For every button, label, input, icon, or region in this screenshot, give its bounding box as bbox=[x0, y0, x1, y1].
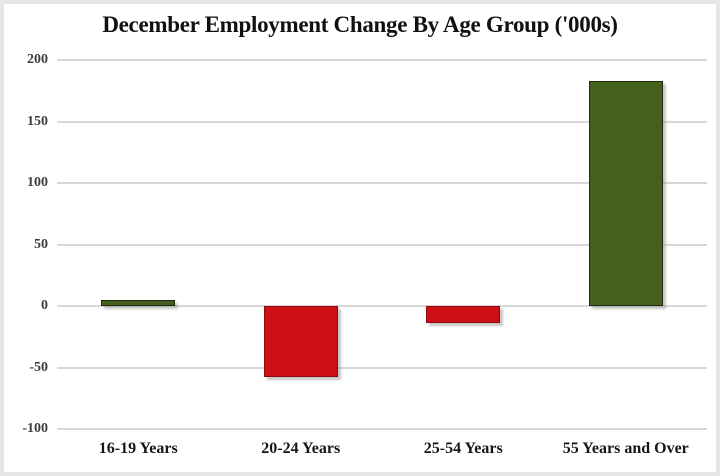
y-tick-label-200: 200 bbox=[27, 52, 48, 67]
bar-25-54-years bbox=[426, 306, 501, 324]
y-tick-label--50: -50 bbox=[29, 359, 48, 375]
gridline--50 bbox=[57, 366, 707, 369]
x-axis-label-55-years-and-over: 55 Years and Over bbox=[562, 440, 689, 457]
gridline-150 bbox=[57, 120, 707, 123]
x-axis-label-16-19-years: 16-19 Years bbox=[98, 440, 178, 457]
chart-title: December Employment Change By Age Group … bbox=[102, 12, 618, 37]
y-tick-label-50: 50 bbox=[34, 236, 48, 252]
x-axis-label-20-24-years: 20-24 Years bbox=[261, 440, 341, 457]
gridline-50 bbox=[57, 243, 707, 246]
y-tick-label-100: 100 bbox=[27, 175, 48, 190]
gridline-100 bbox=[57, 182, 707, 184]
bar-16-19-years bbox=[101, 299, 176, 306]
gridline--100 bbox=[57, 428, 707, 430]
y-tick-label--100: -100 bbox=[22, 421, 48, 436]
y-tick-label-150: 150 bbox=[27, 113, 48, 129]
gridline-0 bbox=[57, 305, 707, 307]
bar-55-years-and-over bbox=[588, 80, 663, 306]
x-axis-label-25-54-years: 25-54 Years bbox=[423, 440, 503, 457]
plot-area: 200 150 100 50 0 -50 -100 16-19 Years 20-24 Year… bbox=[4, 4, 716, 472]
bar-20-24-years bbox=[263, 306, 338, 378]
y-tick-label-0: 0 bbox=[41, 298, 48, 313]
gridline-200 bbox=[57, 59, 707, 61]
